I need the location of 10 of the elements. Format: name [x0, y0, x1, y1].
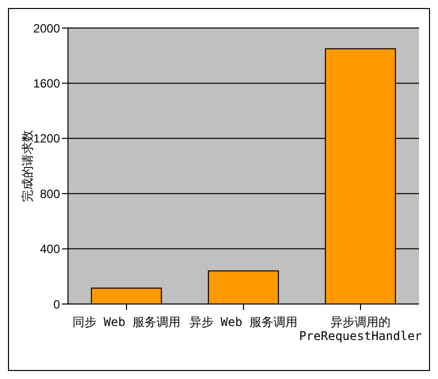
y-tick-label: 2000 — [33, 21, 60, 36]
y-tick-label: 400 — [40, 242, 60, 256]
y-tick-label: 800 — [40, 186, 60, 201]
x-tick-label: 异步 Web 服务调用 — [189, 315, 298, 329]
y-tick-label: 1600 — [33, 76, 60, 90]
x-tick-label: 异步调用的 PreRequestHandler — [299, 315, 422, 343]
y-tick-label: 0 — [53, 297, 60, 312]
y-axis-title: 完成的请求数 — [20, 130, 34, 202]
y-tick-label: 1200 — [33, 132, 60, 146]
x-tick-label: 同步 Web 服务调用 — [72, 315, 181, 329]
